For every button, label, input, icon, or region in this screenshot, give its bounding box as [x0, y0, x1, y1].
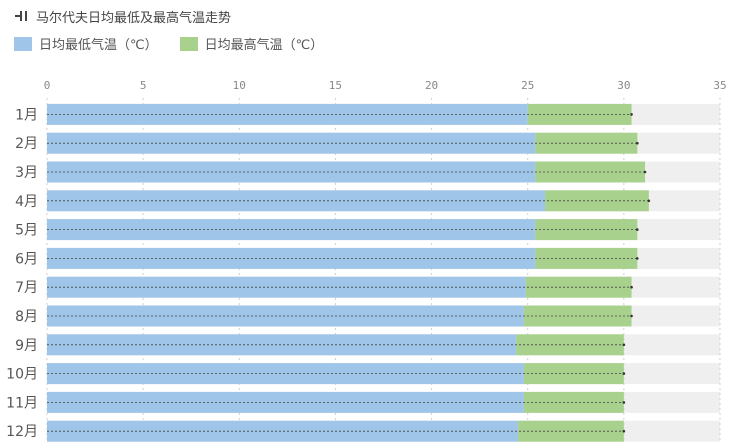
bar-min-temp [47, 276, 526, 298]
bar-end-marker [630, 113, 633, 116]
bar-end-marker [643, 170, 647, 174]
x-tick-label: 15 [329, 79, 342, 92]
chart-title: 马尔代夫日均最低及最高气温走势 [36, 10, 232, 26]
bar-end-marker [630, 285, 633, 289]
bar-max-temp [535, 161, 646, 183]
category-label: 2月 [15, 136, 38, 152]
category-label: 11月 [6, 395, 38, 411]
category-label: 12月 [6, 424, 38, 440]
bar-max-temp [518, 420, 624, 442]
legend: 日均最低气温（℃） 日均最高气温（℃） [14, 34, 345, 53]
x-tick-label: 25 [521, 79, 534, 92]
legend-label-min: 日均最低气温（℃） [39, 38, 158, 53]
bar-max-temp [516, 334, 624, 356]
bar-max-temp [523, 305, 632, 327]
chart-header: 马尔代夫日均最低及最高气温走势 [14, 6, 231, 26]
bar-end-marker [622, 401, 626, 404]
x-tick-label: 30 [617, 79, 630, 92]
category-label: 5月 [15, 223, 38, 239]
bar-end-marker [636, 141, 639, 145]
category-label: 10月 [6, 367, 38, 383]
legend-label-max: 日均最高气温（℃） [204, 38, 324, 53]
bar-max-temp [525, 276, 632, 298]
x-tick-label: 0 [44, 79, 51, 92]
category-label: 8月 [15, 309, 38, 325]
bar-max-temp [535, 132, 638, 154]
bar-end-marker [630, 314, 633, 318]
bar-end-marker [647, 199, 651, 203]
bar-max-temp [535, 219, 638, 241]
bar-end-marker [622, 343, 626, 347]
x-tick-label: 5 [140, 79, 147, 92]
category-label: 4月 [15, 194, 38, 210]
legend-item-max[interactable]: 日均最高气温（℃） [179, 34, 324, 53]
bar-end-marker [622, 429, 626, 433]
category-label: 1月 [15, 107, 38, 123]
bar-min-temp [47, 334, 517, 356]
legend-swatch-min [14, 36, 32, 51]
bar-min-temp [47, 391, 524, 413]
bar-max-temp [535, 247, 638, 269]
category-label: 9月 [15, 338, 38, 354]
bar-max-temp [523, 391, 624, 413]
bar-min-temp [47, 363, 524, 385]
bar-min-temp [47, 420, 519, 442]
category-label: 6月 [15, 251, 38, 267]
x-tick-label: 35 [713, 79, 726, 92]
category-label: 3月 [15, 165, 38, 181]
bar-end-marker [622, 372, 626, 375]
bar-chart-icon [15, 11, 27, 21]
bar-max-temp [523, 363, 624, 385]
x-tick-label: 10 [233, 79, 246, 92]
category-label: 7月 [15, 280, 38, 296]
x-tick-label: 20 [425, 79, 438, 92]
bar-end-marker [636, 228, 639, 231]
bar-end-marker [636, 257, 639, 260]
legend-swatch-max [179, 36, 198, 51]
legend-item-min[interactable]: 日均最低气温（℃） [14, 34, 158, 53]
bar-min-temp [47, 305, 524, 327]
